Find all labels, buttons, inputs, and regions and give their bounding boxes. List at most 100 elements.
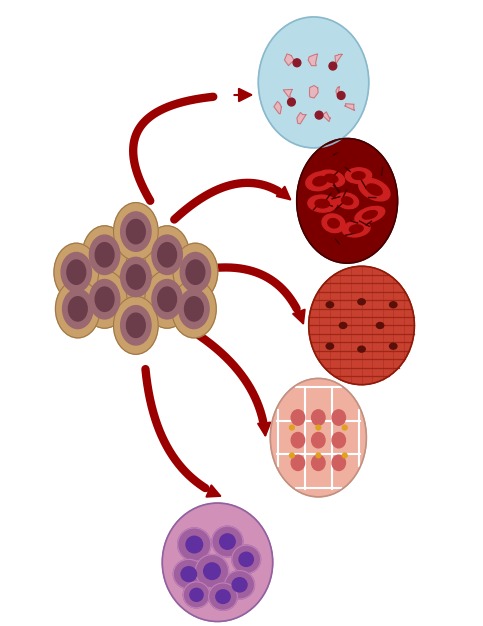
Ellipse shape	[152, 235, 182, 274]
Ellipse shape	[328, 218, 339, 228]
Ellipse shape	[322, 214, 345, 233]
Polygon shape	[322, 112, 330, 121]
Ellipse shape	[291, 433, 305, 448]
Polygon shape	[284, 54, 294, 66]
Ellipse shape	[312, 455, 325, 471]
Polygon shape	[335, 54, 342, 64]
Ellipse shape	[332, 455, 345, 471]
Ellipse shape	[181, 567, 197, 582]
Ellipse shape	[239, 552, 254, 567]
Ellipse shape	[309, 266, 414, 384]
Ellipse shape	[185, 297, 203, 321]
Ellipse shape	[359, 178, 390, 201]
Ellipse shape	[367, 184, 382, 195]
Ellipse shape	[390, 302, 397, 308]
Ellipse shape	[358, 299, 365, 305]
Ellipse shape	[289, 425, 294, 430]
Ellipse shape	[173, 559, 204, 589]
Ellipse shape	[232, 545, 260, 573]
Ellipse shape	[114, 296, 158, 354]
Ellipse shape	[287, 98, 295, 106]
Ellipse shape	[349, 225, 363, 233]
Ellipse shape	[342, 453, 347, 458]
Ellipse shape	[121, 212, 151, 251]
Ellipse shape	[54, 243, 99, 301]
Ellipse shape	[332, 433, 345, 448]
Ellipse shape	[82, 270, 127, 328]
Ellipse shape	[209, 583, 237, 610]
Ellipse shape	[326, 302, 334, 308]
Ellipse shape	[212, 526, 243, 557]
Ellipse shape	[340, 322, 347, 329]
Ellipse shape	[179, 289, 209, 329]
Ellipse shape	[121, 305, 151, 345]
Ellipse shape	[183, 582, 210, 608]
Polygon shape	[308, 54, 317, 66]
Ellipse shape	[152, 280, 182, 319]
Ellipse shape	[178, 528, 211, 561]
Ellipse shape	[316, 425, 321, 430]
Ellipse shape	[270, 379, 367, 497]
Ellipse shape	[63, 289, 93, 329]
Ellipse shape	[186, 536, 202, 553]
Ellipse shape	[171, 280, 216, 338]
Ellipse shape	[56, 280, 100, 338]
Ellipse shape	[67, 260, 85, 284]
Ellipse shape	[318, 170, 344, 187]
Ellipse shape	[337, 91, 345, 100]
Ellipse shape	[315, 199, 329, 208]
Ellipse shape	[145, 226, 189, 284]
Ellipse shape	[313, 177, 327, 186]
Ellipse shape	[145, 270, 189, 328]
Ellipse shape	[291, 410, 305, 425]
Ellipse shape	[291, 455, 305, 471]
Ellipse shape	[312, 410, 325, 425]
Ellipse shape	[342, 221, 370, 237]
Ellipse shape	[325, 174, 338, 183]
Ellipse shape	[326, 343, 334, 349]
Ellipse shape	[127, 313, 145, 337]
Ellipse shape	[186, 260, 205, 284]
Ellipse shape	[258, 17, 369, 148]
Ellipse shape	[232, 578, 247, 592]
Ellipse shape	[162, 503, 273, 622]
Ellipse shape	[196, 555, 228, 588]
Ellipse shape	[95, 287, 114, 311]
Ellipse shape	[358, 346, 365, 352]
Ellipse shape	[127, 220, 145, 244]
Ellipse shape	[341, 197, 353, 205]
Ellipse shape	[127, 265, 145, 289]
Polygon shape	[345, 104, 355, 110]
Ellipse shape	[355, 207, 385, 223]
Ellipse shape	[114, 248, 158, 306]
Ellipse shape	[114, 203, 158, 260]
Ellipse shape	[345, 168, 371, 183]
Ellipse shape	[329, 62, 337, 70]
Ellipse shape	[216, 590, 230, 603]
Polygon shape	[297, 113, 306, 124]
Ellipse shape	[158, 287, 176, 311]
Ellipse shape	[293, 59, 301, 67]
Ellipse shape	[352, 172, 365, 180]
Polygon shape	[310, 86, 318, 98]
Ellipse shape	[204, 563, 220, 580]
Polygon shape	[283, 90, 292, 98]
Ellipse shape	[297, 138, 398, 263]
Ellipse shape	[362, 210, 377, 219]
Ellipse shape	[306, 172, 334, 191]
Ellipse shape	[95, 243, 114, 267]
Ellipse shape	[376, 322, 384, 329]
Ellipse shape	[336, 193, 358, 208]
Ellipse shape	[190, 588, 203, 602]
Ellipse shape	[315, 111, 323, 119]
Ellipse shape	[89, 280, 120, 319]
Ellipse shape	[390, 343, 397, 349]
Ellipse shape	[158, 243, 176, 267]
Ellipse shape	[121, 257, 151, 297]
Ellipse shape	[61, 252, 91, 292]
Ellipse shape	[308, 195, 337, 212]
Ellipse shape	[180, 252, 211, 292]
Polygon shape	[336, 87, 339, 98]
Ellipse shape	[225, 570, 255, 599]
Ellipse shape	[82, 226, 127, 284]
